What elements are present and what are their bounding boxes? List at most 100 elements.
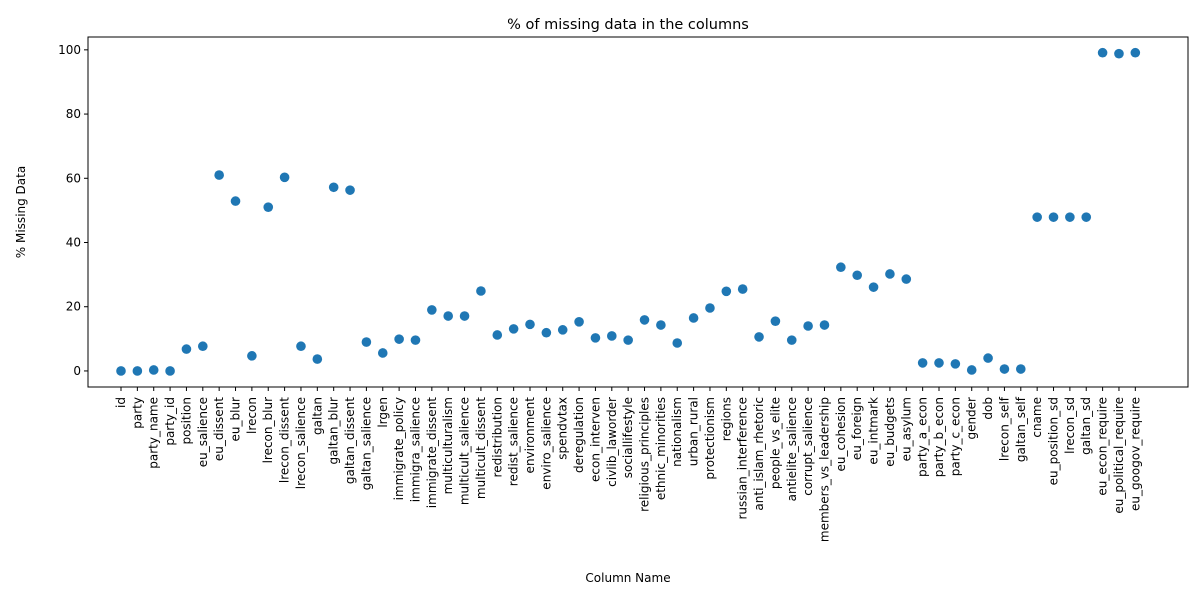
data-point-lrecon_salience	[296, 341, 306, 352]
data-point-protectionism	[705, 303, 715, 313]
y-tick-label-2: 40	[66, 236, 81, 250]
x-tick-label-galtan_self: galtan_self	[1014, 396, 1028, 462]
x-tick-label-position: position	[179, 397, 193, 445]
x-tick-label-religious_principles: religious_principles	[638, 397, 652, 512]
data-point-eu_dissent	[214, 170, 224, 180]
data-point-eu_blur	[230, 196, 241, 206]
data-point-multicult_dissent	[476, 286, 486, 296]
data-point-multiculturalism	[443, 311, 454, 321]
x-tick-label-eu_cohesion: eu_cohesion	[834, 397, 848, 471]
x-tick-label-id: id	[114, 397, 128, 408]
x-tick-label-party: party	[130, 397, 144, 429]
x-tick-label-party_c_econ: party_c_econ	[948, 397, 962, 476]
x-tick-label-dob: dob	[981, 397, 995, 420]
x-tick-label-eu_position_sd: eu_position_sd	[1047, 397, 1061, 485]
data-point-religious_principles	[639, 315, 650, 325]
data-point-lrecon	[247, 351, 257, 361]
y-tick-label-3: 60	[66, 171, 81, 185]
x-tick-label-civlib_laworder: civlib_laworder	[605, 397, 619, 487]
x-tick-label-members_vs_leadership: members_vs_leadership	[817, 397, 831, 542]
x-tick-label-lrgen: lrgen	[376, 397, 390, 428]
data-point-environment	[525, 319, 535, 330]
x-tick-label-lrecon_dissent: lrecon_dissent	[278, 397, 292, 483]
x-tick-label-immigrate_policy: immigrate_policy	[392, 397, 406, 500]
data-point-galtan_blur	[328, 182, 339, 193]
data-point-gender	[966, 365, 977, 375]
x-tick-label-immigrate_dissent: immigrate_dissent	[425, 397, 439, 508]
x-tick-label-multiculturalism: multiculturalism	[441, 397, 455, 494]
data-point-multicult_salience	[459, 311, 470, 321]
data-point-eu_cohesion	[836, 262, 846, 273]
x-tick-label-eu_intmark: eu_intmark	[867, 397, 881, 465]
x-tick-label-eu_googov_require: eu_googov_require	[1128, 397, 1142, 511]
data-point-antielite_salience	[786, 335, 797, 345]
data-point-anti_islam_rhetoric	[754, 332, 764, 342]
x-tick-label-party_a_econ: party_a_econ	[916, 397, 930, 477]
data-point-deregulation	[574, 317, 584, 327]
x-tick-label-gender: gender	[965, 397, 979, 440]
data-point-party_id	[165, 366, 175, 376]
x-tick-label-galtan_sd: galtan_sd	[1079, 397, 1093, 455]
x-tick-label-deregulation: deregulation	[572, 397, 586, 473]
x-tick-label-ethnic_minorities: ethnic_minorities	[654, 397, 668, 500]
data-point-party_a_econ	[917, 358, 928, 368]
x-tick-label-party_id: party_id	[163, 397, 177, 446]
data-point-eu_intmark	[868, 282, 879, 292]
data-point-party	[132, 366, 143, 376]
x-tick-label-lrecon_self: lrecon_self	[997, 396, 1011, 461]
data-point-position	[181, 344, 192, 354]
x-tick-label-party_b_econ: party_b_econ	[932, 397, 946, 477]
data-point-ethnic_minorities	[656, 320, 666, 330]
plot-area: 0 20 40 60 80 100 id party party_name party_id pos…	[58, 43, 1142, 542]
x-tick-label-immigra_salience: immigra_salience	[408, 397, 422, 502]
axes-frame	[87, 36, 1189, 388]
x-tick-label-nationalism: nationalism	[670, 397, 684, 467]
data-point-eu_political_require	[1114, 48, 1124, 59]
x-tick-label-multicult_salience: multicult_salience	[458, 397, 472, 505]
y-tick-label-5: 100	[58, 43, 81, 57]
data-point-party_c_econ	[950, 359, 961, 369]
x-tick-label-econ_interven: econ_interven	[588, 397, 602, 482]
data-point-spendvtax	[557, 325, 568, 335]
x-tick-label-eu_budgets: eu_budgets	[883, 397, 897, 467]
x-axis-label: Column Name	[585, 571, 670, 585]
x-tick-label-lrecon_salience: lrecon_salience	[294, 397, 308, 489]
data-point-eu_foreign	[852, 270, 862, 281]
data-point-galtan_sd	[1081, 212, 1092, 222]
data-point-immigra_salience	[410, 335, 421, 345]
x-tick-label-antielite_salience: antielite_salience	[785, 397, 799, 501]
data-point-lrecon_blur	[263, 202, 274, 212]
data-point-civlib_laworder	[607, 331, 617, 341]
data-point-redistribution	[492, 330, 503, 340]
data-point-galtan_salience	[361, 337, 372, 347]
data-point-eu_salience	[198, 341, 208, 352]
x-tick-label-urban_rural: urban_rural	[687, 397, 701, 466]
x-tick-label-party_name: party_name	[147, 397, 161, 469]
x-tick-label-eu_dissent: eu_dissent	[212, 397, 226, 461]
x-tick-label-protectionism: protectionism	[703, 397, 717, 480]
x-tick-label-eu_political_require: eu_political_require	[1112, 397, 1126, 514]
y-tick-label-0: 0	[73, 364, 81, 378]
x-tick-label-spendvtax: spendvtax	[556, 397, 570, 460]
y-tick-label-1: 20	[66, 300, 81, 314]
x-tick-label-galtan: galtan	[310, 397, 324, 435]
x-tick-label-galtan_dissent: galtan_dissent	[343, 397, 357, 484]
data-point-econ_interven	[590, 333, 601, 343]
data-point-galtan_dissent	[345, 185, 355, 195]
data-point-lrgen	[377, 348, 388, 358]
data-point-lrecon_dissent	[279, 172, 290, 183]
x-tick-label-enviro_salience: enviro_salience	[539, 397, 553, 490]
x-tick-label-lrecon_blur: lrecon_blur	[261, 397, 275, 463]
data-point-lrecon_sd	[1065, 212, 1075, 222]
data-point-members_vs_leadership	[819, 320, 830, 330]
data-point-enviro_salience	[541, 327, 552, 338]
data-point-id	[116, 366, 126, 376]
data-point-party_b_econ	[934, 358, 944, 368]
data-point-urban_rural	[688, 313, 699, 323]
x-tick-label-people_vs_elite: people_vs_elite	[768, 397, 782, 489]
x-tick-label-cname: cname	[1030, 397, 1044, 438]
x-tick-label-eu_salience: eu_salience	[196, 397, 210, 467]
x-tick-label-regions: regions	[719, 397, 733, 441]
x-tick-label-eu_asylum: eu_asylum	[899, 397, 913, 461]
